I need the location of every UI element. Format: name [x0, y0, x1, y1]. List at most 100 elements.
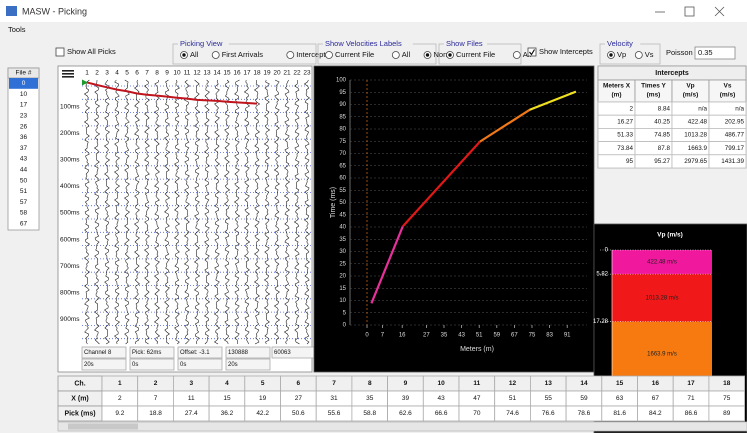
- table-cell-text: 16: [652, 380, 660, 387]
- table-cell-text: 39: [402, 395, 410, 402]
- table-cell-text: 59: [580, 395, 588, 402]
- poisson-input[interactable]: [694, 46, 736, 60]
- y-tick-label: 70: [339, 151, 346, 157]
- table-cell-text: n/a: [698, 105, 707, 112]
- table-cell-text: 799.17: [725, 145, 745, 152]
- table-cell-text: 202.95: [725, 118, 745, 125]
- radio-button[interactable]: [391, 51, 400, 59]
- seismic-trace: [144, 79, 150, 345]
- profile-title: Vp (m/s): [657, 232, 683, 239]
- checkbox[interactable]: [527, 47, 537, 57]
- table-cell-text: 78.6: [578, 410, 591, 417]
- x-tick-label: 16: [399, 333, 406, 339]
- table-cell-text: 16.27: [617, 118, 633, 125]
- time-label: 900ms: [60, 316, 80, 323]
- menu-item[interactable]: Tools: [8, 25, 26, 34]
- table-cell-text: 3: [189, 380, 193, 387]
- scrollbar-thumb[interactable]: [68, 423, 138, 430]
- window-title: MASW - Picking: [22, 6, 87, 16]
- y-tick-label: 30: [339, 249, 346, 255]
- table-cell-text: 73.84: [617, 145, 633, 152]
- file-list-item[interactable]: 37: [20, 145, 28, 152]
- table-cell-text: 55: [545, 395, 553, 402]
- table-cell-text: 35: [366, 395, 374, 402]
- status-text: Offset: -3.1: [180, 350, 210, 356]
- x-tick-label: 59: [493, 333, 500, 339]
- panel-menu-icon: [62, 70, 74, 72]
- table-cell-text: 422.48: [688, 118, 708, 125]
- horizontal-scrollbar[interactable]: [57, 421, 747, 432]
- table-cell-text: 18.8: [149, 410, 162, 417]
- time-label: 200ms: [60, 130, 80, 137]
- column-header: Times Y: [641, 83, 666, 90]
- checkbox[interactable]: [55, 47, 65, 57]
- depth-label: 5.82: [596, 272, 608, 278]
- checkbox-label: Show Intercepts: [539, 47, 593, 56]
- x-tick-label: 51: [476, 333, 483, 339]
- radio-button[interactable]: [286, 51, 295, 59]
- file-list-item[interactable]: 57: [20, 199, 28, 206]
- radio-button[interactable]: [211, 51, 220, 59]
- radio-label: Current File: [335, 50, 374, 59]
- table-cell-text: 50.6: [292, 410, 305, 417]
- y-tick-label: 95: [339, 90, 346, 96]
- channel-number: 17: [243, 70, 251, 77]
- y-axis-label: Time (ms): [330, 187, 337, 218]
- table-cell-text: 47: [473, 395, 481, 402]
- velocity-layer: [612, 321, 712, 386]
- line-segment: [370, 225, 404, 304]
- seismic-trace: [154, 79, 160, 345]
- y-tick-label: 90: [339, 102, 346, 108]
- table-cell-text: 486.77: [725, 132, 745, 139]
- file-list-item[interactable]: 26: [20, 123, 28, 130]
- y-tick-label: 35: [339, 237, 346, 243]
- panel-menu-icon: [62, 76, 74, 78]
- channel-number: 21: [283, 70, 291, 77]
- column-header: (m): [611, 92, 621, 99]
- file-list-item[interactable]: 58: [20, 210, 28, 217]
- channel-number: 15: [223, 70, 231, 77]
- file-list-item[interactable]: 17: [20, 102, 28, 109]
- channel-number: 3: [105, 70, 109, 77]
- file-list-selection[interactable]: [9, 78, 38, 89]
- file-list: [7, 67, 40, 231]
- file-list-item[interactable]: 36: [20, 134, 28, 141]
- file-list-item[interactable]: 44: [20, 167, 28, 174]
- table-cell-text: 58.8: [363, 410, 376, 417]
- table-cell-text: 1: [118, 380, 122, 387]
- file-list-item[interactable]: 67: [20, 221, 28, 228]
- file-list-item[interactable]: 51: [20, 188, 28, 195]
- maximize-button[interactable]: [684, 6, 695, 17]
- radio-label: All: [402, 50, 411, 59]
- y-tick-label: 65: [339, 163, 346, 169]
- x-tick-label: 27: [423, 333, 430, 339]
- line-segment: [529, 90, 577, 111]
- seismic-trace: [253, 79, 261, 345]
- file-list-item[interactable]: 43: [20, 156, 28, 163]
- row-header: X (m): [71, 395, 89, 402]
- layer-label: 422.48 m/s: [647, 260, 677, 266]
- table-cell-text: 1431.39: [721, 158, 744, 165]
- time-label: 800ms: [60, 290, 80, 297]
- table-cell-text: 2979.65: [684, 158, 707, 165]
- file-list-item[interactable]: 23: [20, 113, 28, 120]
- table-cell-text: 9: [404, 380, 408, 387]
- time-label: 500ms: [60, 210, 80, 217]
- channel-number: 14: [213, 70, 221, 77]
- radio-button[interactable]: [634, 51, 643, 59]
- radio-button[interactable]: [325, 51, 333, 59]
- time-label: 100ms: [60, 103, 80, 110]
- table-cell-text: 7: [154, 395, 158, 402]
- status-text: 0s: [132, 362, 138, 368]
- file-list-item[interactable]: 10: [20, 91, 28, 98]
- seismic-trace: [293, 79, 301, 345]
- seismic-trace: [164, 79, 170, 345]
- time-label: 600ms: [60, 236, 80, 243]
- seismic-trace: [243, 79, 251, 345]
- group-title-bg: [323, 40, 413, 48]
- file-list-item[interactable]: 0: [22, 80, 26, 87]
- radio-button[interactable]: [512, 51, 521, 59]
- table-cell-text: 87.8: [658, 145, 671, 152]
- file-list-item[interactable]: 50: [20, 177, 28, 184]
